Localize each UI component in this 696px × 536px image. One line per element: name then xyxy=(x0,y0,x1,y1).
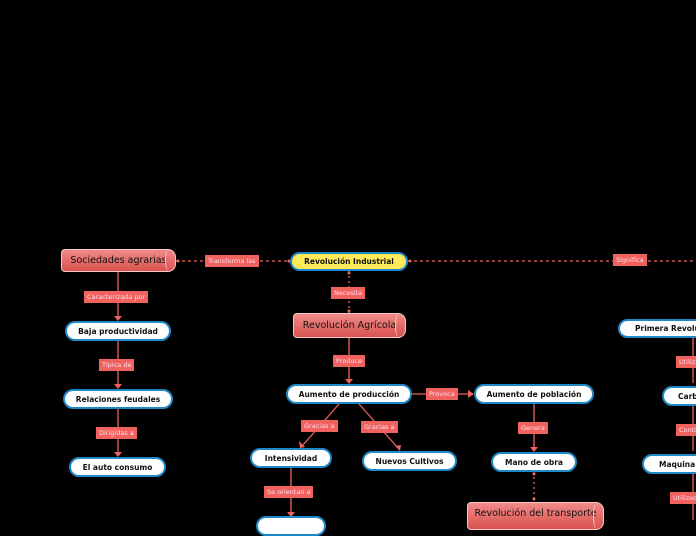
node-mano-de-obra[interactable]: Mano de obra xyxy=(491,452,577,472)
link-label-gracias-2: Gracias a xyxy=(361,421,398,433)
link-label-utilizad: Utilizad xyxy=(670,492,696,504)
node-revolucion-industrial[interactable]: Revolución Industrial xyxy=(290,252,408,271)
link-label-dirigidas: Dirigidas a xyxy=(96,427,137,439)
node-auto-consumo[interactable]: El auto consumo xyxy=(69,457,166,477)
link-label-necesita: Necesita xyxy=(331,287,366,299)
link-label-transforma: Transforma las xyxy=(205,255,259,267)
link-label-conti: Conti xyxy=(676,424,696,436)
link-label-caracterizada: Caracterizada por xyxy=(84,291,149,303)
node-orientation-target[interactable] xyxy=(256,516,326,536)
node-revolucion-transporte[interactable]: Revolución del transporte xyxy=(467,502,604,530)
node-maquina[interactable]: Maquina d xyxy=(642,454,696,474)
link-label-gracias-1: Gracias a xyxy=(301,420,338,432)
node-carbon[interactable]: Carb xyxy=(662,386,696,406)
link-label-provoca: Provoca xyxy=(426,388,458,400)
node-aumento-produccion[interactable]: Aumento de producción xyxy=(286,384,412,404)
node-sociedades-agrarias[interactable]: Sociedades agrarias xyxy=(61,249,176,272)
link-label-tipica: Típica de xyxy=(99,359,135,371)
node-nuevos-cultivos[interactable]: Nuevos Cultivos xyxy=(362,451,457,471)
node-primera-revolucion[interactable]: Primera Revoluc xyxy=(618,319,696,338)
node-baja-productividad[interactable]: Baja productividad xyxy=(65,321,171,341)
link-label-produce: Produce xyxy=(333,355,366,367)
node-aumento-poblacion[interactable]: Aumento de población xyxy=(474,384,594,404)
node-relaciones-feudales[interactable]: Relaciones feudales xyxy=(63,389,173,409)
link-label-orientan: Se orientan a xyxy=(264,486,314,498)
link-label-genera: Genera xyxy=(518,422,548,434)
link-label-utiliz: Utiliz xyxy=(676,356,696,368)
node-intensividad[interactable]: Intensividad xyxy=(250,448,332,468)
node-revolucion-agricola[interactable]: Revolución Agrícola xyxy=(293,313,406,338)
link-label-significa: Significa xyxy=(613,254,647,266)
